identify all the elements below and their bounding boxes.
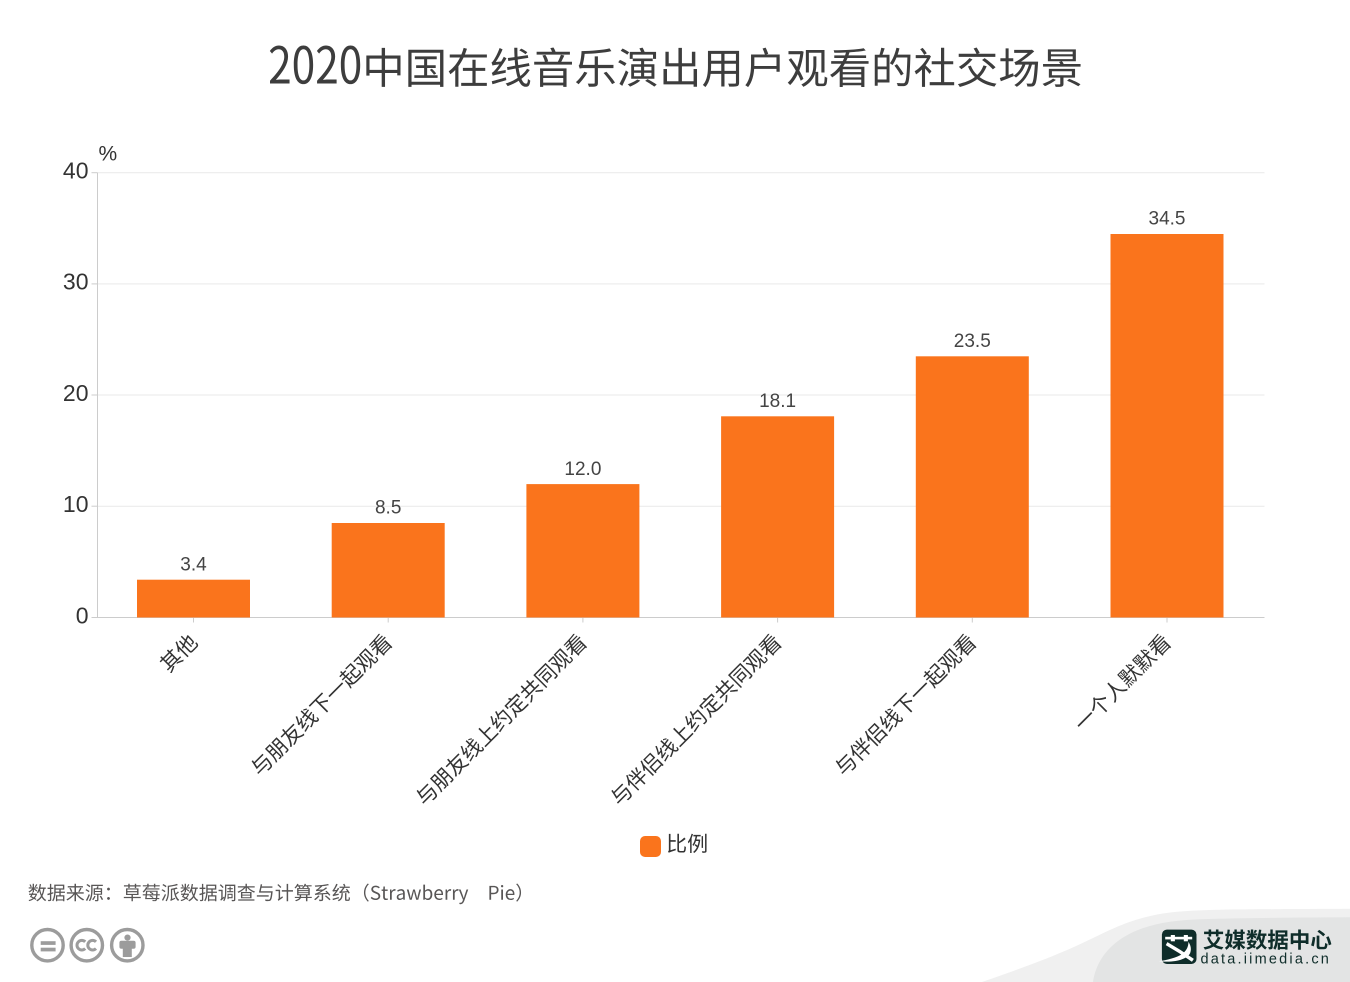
svg-text:20: 20: [63, 380, 89, 406]
svg-text:10: 10: [63, 491, 89, 517]
svg-text:8.5: 8.5: [375, 498, 401, 519]
svg-text:12.0: 12.0: [564, 459, 601, 480]
svg-text:34.5: 34.5: [1149, 209, 1186, 230]
svg-text:18.1: 18.1: [759, 391, 796, 412]
svg-text:40: 40: [63, 158, 89, 184]
svg-text:3.4: 3.4: [180, 554, 207, 575]
svg-text:30: 30: [63, 269, 89, 295]
svg-text:0: 0: [76, 602, 89, 628]
svg-text:%: %: [99, 143, 118, 166]
svg-text:data.iimedia.cn: data.iimedia.cn: [1201, 951, 1332, 967]
svg-text:23.5: 23.5: [954, 331, 991, 352]
